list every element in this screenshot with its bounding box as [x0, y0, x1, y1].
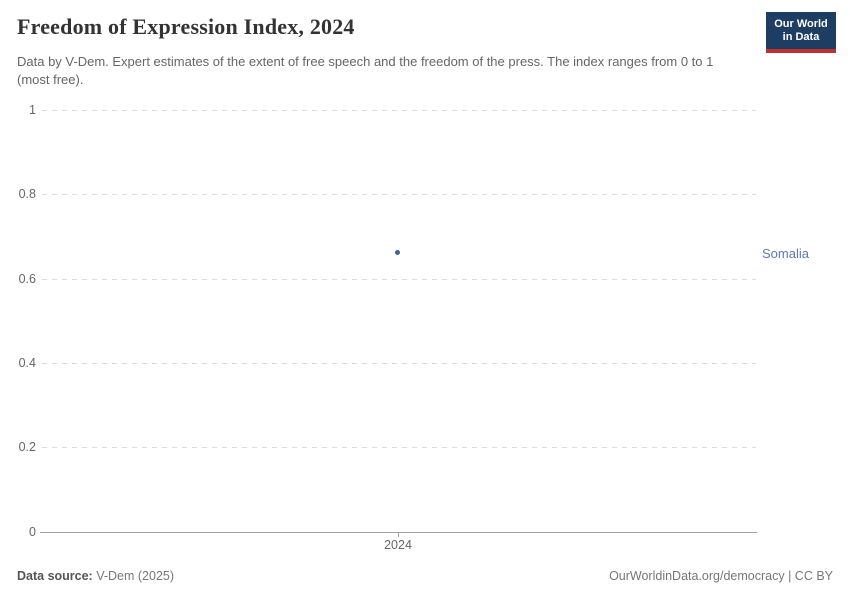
chart-footer: Data source: V-Dem (2025) OurWorldinData… — [17, 569, 833, 583]
y-tick-label-1: 1 — [29, 103, 36, 117]
credit-link[interactable]: OurWorldinData.org/democracy | CC BY — [609, 569, 833, 583]
x-tick-2024 — [398, 532, 399, 537]
chart-subtitle: Data by V-Dem. Expert estimates of the e… — [17, 54, 714, 87]
y-tick-label-0.8: 0.8 — [18, 187, 36, 201]
gridline-0.4 — [42, 363, 756, 364]
owid-logo-line2: in Data — [782, 30, 820, 43]
data-point-somalia[interactable] — [395, 250, 400, 255]
y-tick-label-0.4: 0.4 — [18, 356, 36, 370]
chart-title: Freedom of Expression Index, 2024 — [17, 14, 355, 39]
owid-logo-text: Our World in Data — [774, 18, 828, 44]
y-tick-label-0.6: 0.6 — [18, 272, 36, 286]
data-source-label: Data source: — [17, 569, 93, 583]
x-tick-label-2024: 2024 — [384, 538, 412, 552]
gridline-1 — [42, 110, 756, 111]
y-tick-label-0: 0 — [29, 525, 36, 539]
data-source-value: V-Dem (2025) — [92, 569, 175, 583]
gridline-0.2 — [42, 447, 756, 448]
y-tick-label-0.2: 0.2 — [18, 440, 36, 454]
data-source-line[interactable]: Data source: V-Dem (2025) — [17, 569, 174, 583]
owid-logo-line1: Our World — [774, 17, 828, 30]
entity-label-somalia[interactable]: Somalia — [762, 246, 809, 261]
owid-logo[interactable]: Our World in Data — [766, 12, 836, 53]
gridline-0.6 — [42, 279, 756, 280]
gridline-0.8 — [42, 194, 756, 195]
